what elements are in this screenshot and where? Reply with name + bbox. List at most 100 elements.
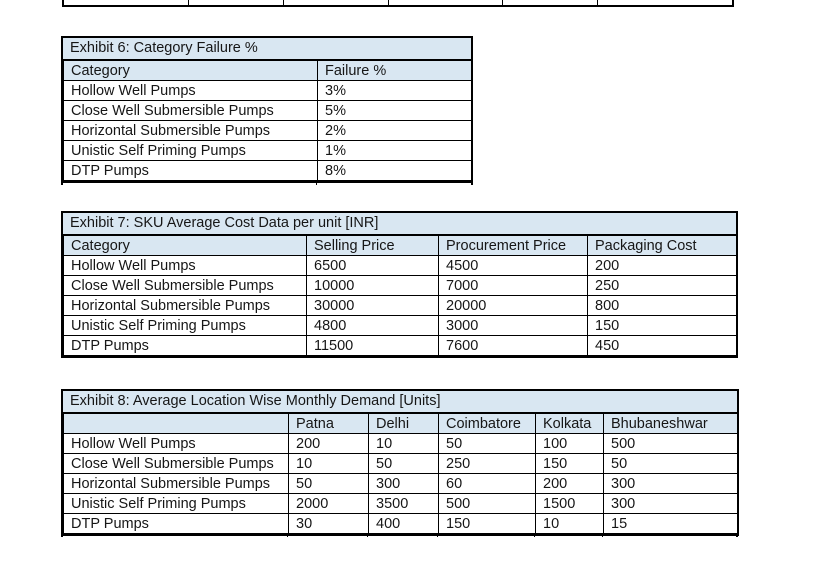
cropped-row-stub [437,533,438,537]
table-cell: 10000 [306,275,439,296]
table-cell: 50 [438,433,536,454]
cropped-row-stub [736,533,738,537]
table-cell: DTP Pumps [63,513,289,534]
table-cell: 30000 [306,295,439,316]
table-cell: Hollow Well Pumps [63,433,289,454]
exhibit8-grid: Patna Delhi Coimbatore Kolkata Bhubaneshwar … [63,413,738,534]
table-cell: 5% [317,100,472,121]
table-cell: 4800 [306,315,439,336]
table-row: Unistic Self Priming Pumps 1% [63,140,472,161]
table-cell: 6500 [306,255,439,276]
table-cell: Horizontal Submersible Pumps [63,473,289,494]
table-cell: 200 [535,473,604,494]
table-cell: 3% [317,80,472,101]
exhibit7-grid: Category Selling Price Procurement Price Pa… [63,235,737,356]
table-cell: 800 [587,295,737,316]
table-cell: Horizontal Submersible Pumps [63,295,307,316]
table-cell: 200 [288,433,369,454]
exhibit6-grid: Category Failure % Hollow Well Pumps 3% Clo… [63,60,472,181]
table-cell: 4500 [438,255,588,276]
cropped-row-stub [61,181,63,185]
table-gridline [388,0,389,5]
column-header: Delhi [368,413,439,434]
column-header [63,413,289,434]
table-cell: 150 [438,513,536,534]
column-header: Category [63,235,307,256]
exhibit8-title: Exhibit 8: Average Location Wise Monthly… [63,391,737,413]
table-row: Hollow Well Pumps 3% [63,80,472,101]
table-cell: 10 [288,453,369,474]
table-row: Close Well Submersible Pumps 10000 7000 250 [63,275,737,296]
table-cell: DTP Pumps [63,335,307,356]
table-cell: Unistic Self Priming Pumps [63,493,289,514]
table-cell: 8% [317,160,472,181]
header-row: Category Failure % [63,60,472,81]
cropped-row-stub [534,533,535,537]
column-header: Bhubaneshwar [603,413,738,434]
table-row: DTP Pumps 30 400 150 10 15 [63,513,738,534]
exhibit6-title: Exhibit 6: Category Failure % [63,38,471,60]
table-cell: Unistic Self Priming Pumps [63,140,318,161]
table-cell: 7000 [438,275,588,296]
table-cell: 30 [288,513,369,534]
table-row: Unistic Self Priming Pumps 2000 3500 500 150… [63,493,738,514]
exhibit8-table: Exhibit 8: Average Location Wise Monthly… [61,389,739,536]
table-cell: 60 [438,473,536,494]
exhibit7-table: Exhibit 7: SKU Average Cost Data per uni… [61,211,738,358]
table-cell: 150 [535,453,604,474]
table-cell: Close Well Submersible Pumps [63,275,307,296]
table-cell: 50 [288,473,369,494]
table-gridline [188,0,189,5]
table-cell: Unistic Self Priming Pumps [63,315,307,336]
table-cell: 50 [368,453,439,474]
table-cell: DTP Pumps [63,160,318,181]
cropped-row-stub [287,533,288,537]
table-row: Hollow Well Pumps 200 10 50 100 500 [63,433,738,454]
table-cell: 7600 [438,335,588,356]
table-gridline [502,0,503,5]
table-gridline [597,0,598,5]
header-row: Patna Delhi Coimbatore Kolkata Bhubaneshwar [63,413,738,434]
table-cell: Close Well Submersible Pumps [63,100,318,121]
table-cell: 15 [603,513,738,534]
table-cell: 100 [535,433,604,454]
table-cell: 300 [603,493,738,514]
column-header: Packaging Cost [587,235,737,256]
table-row: DTP Pumps 11500 7600 450 [63,335,737,356]
exhibit7-title: Exhibit 7: SKU Average Cost Data per uni… [63,213,736,235]
table-row: Horizontal Submersible Pumps 2% [63,120,472,141]
table-cell: Hollow Well Pumps [63,255,307,276]
table-cell: 400 [368,513,439,534]
table-cell: 3000 [438,315,588,336]
table-cell: Close Well Submersible Pumps [63,453,289,474]
table-cell: 300 [368,473,439,494]
column-header: Procurement Price [438,235,588,256]
table-cell: 10 [535,513,604,534]
header-row: Category Selling Price Procurement Price Pa… [63,235,737,256]
table-cell: 3500 [368,493,439,514]
column-header: Kolkata [535,413,604,434]
table-row: Horizontal Submersible Pumps 50 300 60 200 30… [63,473,738,494]
exhibit6-table: Exhibit 6: Category Failure % Category Fa… [61,36,473,183]
cropped-row-stub [61,533,63,537]
table-cell: 1% [317,140,472,161]
table-row: Close Well Submersible Pumps 5% [63,100,472,121]
table-cell: 2000 [288,493,369,514]
column-header: Failure % [317,60,472,81]
table-cell: Hollow Well Pumps [63,80,318,101]
table-cell: Horizontal Submersible Pumps [63,120,318,141]
table-row: Hollow Well Pumps 6500 4500 200 [63,255,737,276]
table-row: Close Well Submersible Pumps 10 50 250 150 50 [63,453,738,474]
table-cell: 150 [587,315,737,336]
table-cell: 11500 [306,335,439,356]
cropped-row-stub [367,533,368,537]
table-cell: 200 [587,255,737,276]
table-row: DTP Pumps 8% [63,160,472,181]
table-cell: 500 [603,433,738,454]
table-row: Horizontal Submersible Pumps 30000 20000 80… [63,295,737,316]
table-cell: 450 [587,335,737,356]
table-cell: 250 [438,453,536,474]
table-cell: 500 [438,493,536,514]
table-cell: 2% [317,120,472,141]
